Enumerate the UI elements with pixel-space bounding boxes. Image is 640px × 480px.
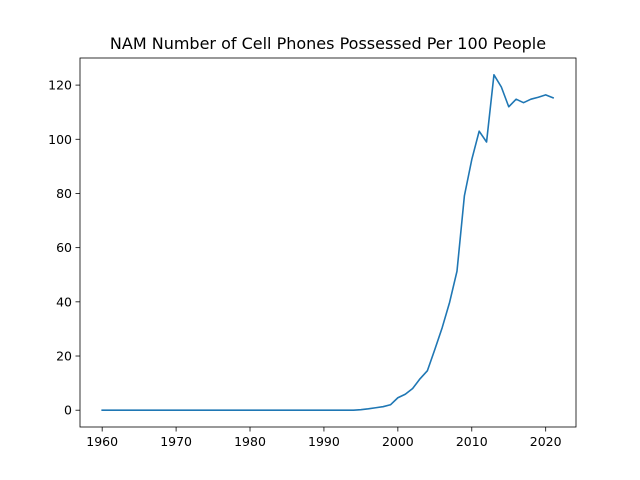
x-tick-label: 1990 [308, 434, 340, 449]
y-axis: 0 20 40 60 80 100 120 [48, 78, 80, 418]
y-tick-label: 100 [48, 132, 72, 147]
x-tick-label: 2020 [530, 434, 562, 449]
y-tick-label: 60 [56, 240, 72, 255]
x-tick-label: 2000 [382, 434, 414, 449]
y-tick-label: 20 [56, 349, 72, 364]
y-tick-label: 80 [56, 186, 72, 201]
plot-frame [79, 57, 577, 428]
y-tick-label: 40 [56, 294, 72, 309]
x-tick-label: 1970 [160, 434, 192, 449]
x-axis: 1960 1970 1980 1990 2000 2010 2020 [86, 427, 562, 449]
chart-title: NAM Number of Cell Phones Possessed Per … [110, 34, 546, 53]
series-line-0 [101, 74, 555, 412]
x-tick-label: 1980 [234, 434, 266, 449]
y-tick-label: 0 [64, 403, 72, 418]
x-tick-label: 2010 [456, 434, 488, 449]
x-tick-label: 1960 [86, 434, 118, 449]
y-tick-label: 120 [48, 78, 72, 93]
